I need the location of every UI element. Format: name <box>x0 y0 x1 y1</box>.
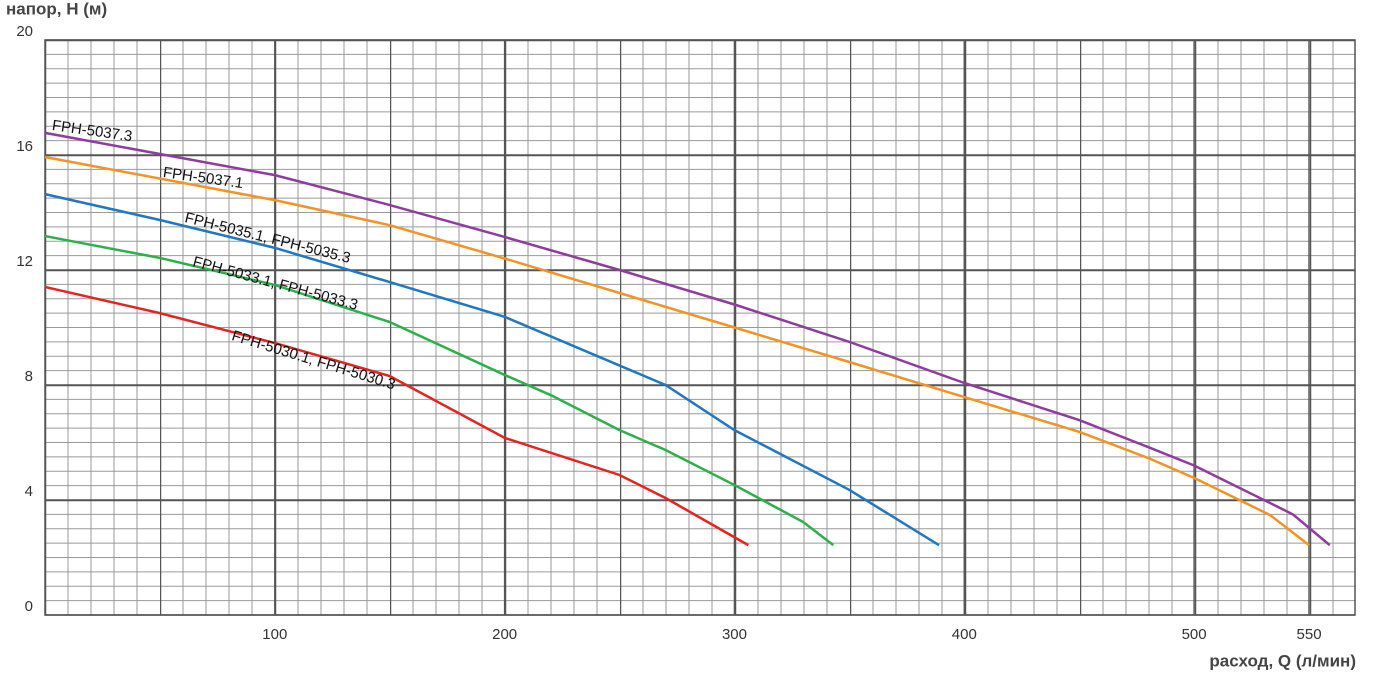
curve <box>44 234 835 547</box>
x-tick-label: 400 <box>952 626 977 643</box>
y-tick-label: 4 <box>25 483 33 500</box>
x-tick-label: 550 <box>1297 626 1322 643</box>
curve <box>44 131 1331 547</box>
y-axis-title: напор, H (м) <box>6 0 107 18</box>
curve <box>44 155 1310 547</box>
x-axis-title: расход, Q (л/мин) <box>1209 651 1356 670</box>
x-tick-label: 100 <box>262 626 287 643</box>
y-tick-label: 16 <box>16 138 33 155</box>
curve <box>44 285 749 547</box>
y-tick-label: 0 <box>25 598 33 615</box>
x-tick-label: 500 <box>1182 626 1207 643</box>
x-tick-label: 200 <box>492 626 517 643</box>
y-tick-label: 8 <box>25 368 33 385</box>
grid-pattern <box>45 40 1355 615</box>
x-tick-label: 300 <box>722 626 747 643</box>
curve <box>44 192 940 547</box>
y-tick-label: 12 <box>16 253 33 270</box>
y-tick-label: 20 <box>16 23 33 40</box>
